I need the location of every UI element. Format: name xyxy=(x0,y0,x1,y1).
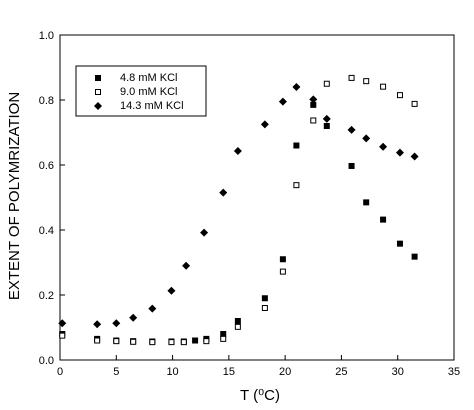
data-point xyxy=(363,78,370,85)
data-point xyxy=(411,100,418,107)
data-point xyxy=(347,125,356,134)
legend-marker xyxy=(95,89,101,95)
data-point xyxy=(261,295,268,302)
y-tick-label: 0.6 xyxy=(39,160,54,172)
data-point xyxy=(293,182,300,189)
data-point xyxy=(192,337,199,344)
legend-marker xyxy=(94,102,102,110)
plot-frame xyxy=(59,34,455,361)
y-tick-label: 0.0 xyxy=(39,355,54,367)
data-point xyxy=(380,216,387,223)
data-point xyxy=(94,337,101,344)
data-point xyxy=(310,101,317,108)
data-point xyxy=(233,147,242,156)
data-point xyxy=(220,335,227,342)
y-tick-label: 0.4 xyxy=(39,225,54,237)
legend-label-9-0mm: 9.0 mM KCl xyxy=(120,86,177,98)
legend-label-4-8mm: 4.8 mM KCl xyxy=(120,72,177,84)
data-point xyxy=(348,162,355,169)
data-point xyxy=(396,240,403,247)
data-point xyxy=(323,80,330,87)
data-point xyxy=(279,256,286,263)
x-tick-label: 30 xyxy=(392,366,404,378)
x-tick-label: 0 xyxy=(57,366,63,378)
data-point xyxy=(310,117,317,124)
data-point xyxy=(410,152,419,161)
series-2 xyxy=(58,83,419,329)
x-tick-label: 5 xyxy=(113,366,119,378)
data-point xyxy=(293,142,300,149)
data-point xyxy=(168,339,175,346)
data-point xyxy=(379,142,388,151)
data-point xyxy=(309,95,318,104)
data-point xyxy=(112,319,121,328)
y-tick-label: 0.2 xyxy=(39,290,54,302)
data-point xyxy=(363,199,370,206)
data-point xyxy=(93,320,102,329)
data-point xyxy=(220,331,227,337)
data-point xyxy=(59,332,66,339)
x-tick-label: 35 xyxy=(448,366,460,378)
data-point xyxy=(219,188,228,197)
x-tick-label: 20 xyxy=(279,366,291,378)
data-point xyxy=(411,253,418,260)
data-point xyxy=(396,92,403,99)
data-point xyxy=(234,323,241,330)
data-point xyxy=(113,338,120,345)
y-axis-title: EXTENT OF POLYMRIZATION xyxy=(6,92,23,300)
data-point xyxy=(203,338,210,345)
data-point xyxy=(322,114,331,123)
data-point xyxy=(180,339,187,346)
legend-marker xyxy=(95,75,101,81)
legend-label-14-3mm: 14.3 mM KCl xyxy=(120,100,184,112)
x-tick-label: 10 xyxy=(166,366,178,378)
x-axis: 0 5 10 15 20 25 30 35 xyxy=(57,355,460,378)
series-layer xyxy=(58,74,419,346)
data-point xyxy=(395,148,404,157)
data-point xyxy=(58,319,67,328)
x-tick-label: 15 xyxy=(223,366,235,378)
x-axis-title: T (⁰C) xyxy=(240,387,280,404)
data-point xyxy=(279,268,286,275)
data-point xyxy=(323,123,330,129)
data-point xyxy=(278,97,287,106)
data-point xyxy=(148,304,157,313)
series-1 xyxy=(59,74,418,346)
data-point xyxy=(260,120,269,129)
data-point xyxy=(167,286,176,295)
data-point xyxy=(149,339,156,346)
data-point xyxy=(348,74,355,81)
legend-markers xyxy=(94,75,102,110)
data-point xyxy=(292,83,301,91)
data-point xyxy=(182,261,191,270)
legend: 4.8 mM KCl 9.0 mM KCl 14.3 mM KCl xyxy=(75,65,207,117)
data-point xyxy=(129,313,138,322)
y-tick-label: 1.0 xyxy=(39,30,54,42)
y-tick-label: 0.8 xyxy=(39,95,54,107)
data-point xyxy=(234,318,241,324)
data-point xyxy=(380,83,387,90)
data-point xyxy=(130,338,137,345)
data-point xyxy=(261,305,268,311)
y-axis: 0.0 0.2 0.4 0.6 0.8 1.0 xyxy=(39,30,65,367)
x-tick-label: 25 xyxy=(335,366,347,378)
data-point xyxy=(362,134,371,143)
data-point xyxy=(200,228,209,237)
